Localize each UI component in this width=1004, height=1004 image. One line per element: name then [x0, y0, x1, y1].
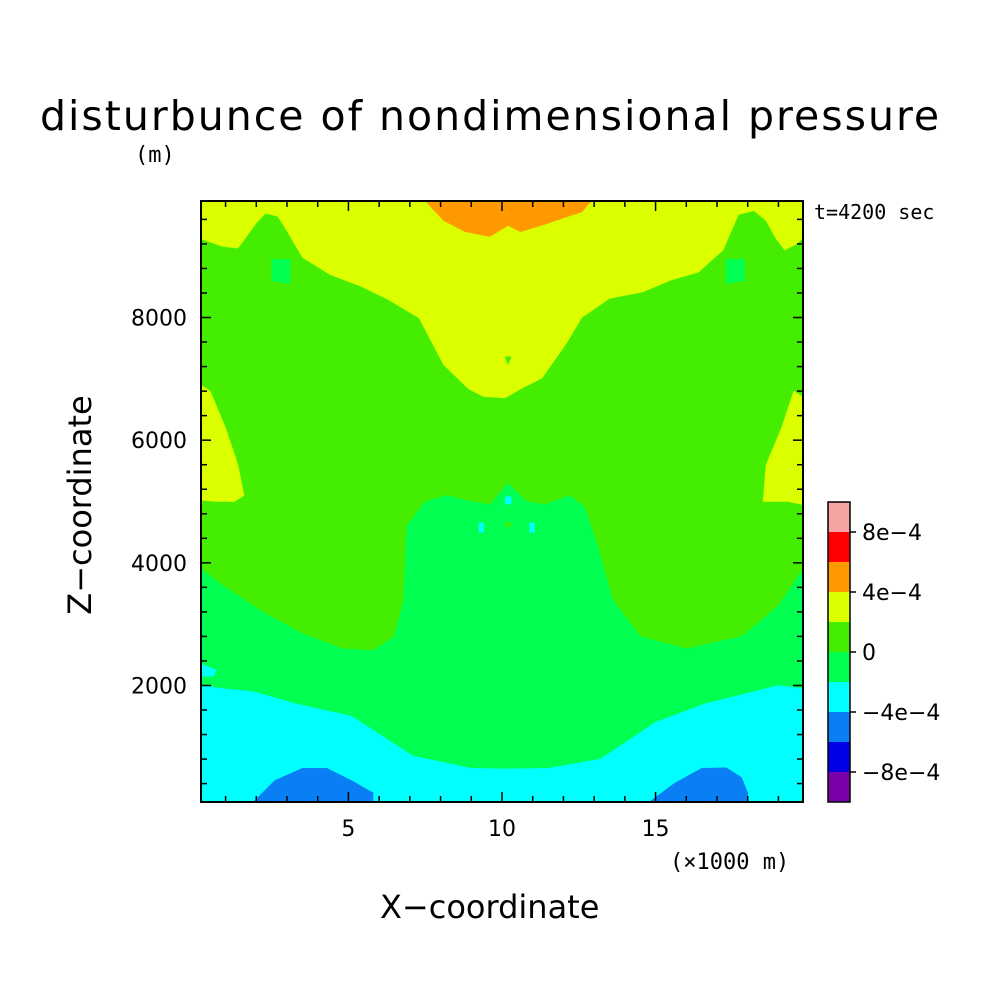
colorbar-label: 0 [862, 641, 876, 666]
time-label: t=4200 sec [814, 200, 935, 224]
contour-region-9 [201, 663, 217, 677]
y-tick-label: 8000 [131, 307, 187, 332]
colorbar-label: −4e−4 [862, 701, 940, 726]
y-tick-label: 2000 [131, 674, 187, 699]
x-axis-label: X−coordinate [380, 888, 600, 926]
x-tick-label: 15 [642, 817, 670, 842]
contour-region-7 [725, 259, 745, 285]
x-unit-label: (×1000 m) [670, 850, 790, 875]
colorbar-swatch [828, 772, 850, 802]
units-label: (m) [135, 143, 175, 168]
colorbar: −8e−4 −4e−4 0 4e−4 8e−4 [827, 501, 940, 803]
contour-region-3 [762, 390, 803, 505]
contour-region-13 [478, 522, 484, 533]
colorbar-swatch [828, 742, 850, 772]
colorbar-label: 4e−4 [862, 581, 922, 606]
chart-title: disturbunce of nondimensional pressure [40, 92, 942, 140]
colorbar-swatch [828, 502, 850, 532]
contour-region-6 [271, 259, 291, 285]
axis-ticks: 5 10 15 2000 4000 6000 8000 [131, 201, 803, 842]
contour-region-14 [529, 522, 535, 533]
x-tick-label: 10 [488, 817, 516, 842]
contour-region-16 [504, 356, 512, 366]
colorbar-swatch [828, 652, 850, 682]
colorbar-swatch [828, 532, 850, 562]
contour-region-10 [252, 768, 374, 802]
contour-fill-layer [201, 201, 803, 802]
y-tick-label: 4000 [131, 552, 187, 577]
colorbar-swatch [828, 592, 850, 622]
colorbar-swatch [828, 562, 850, 592]
colorbar-swatch [828, 712, 850, 742]
colorbar-label: −8e−4 [862, 761, 940, 786]
contour-region-8 [201, 685, 803, 802]
colorbar-swatch [828, 682, 850, 712]
contour-region-4 [424, 201, 592, 237]
colorbar-swatch [828, 622, 850, 652]
contour-region-12 [504, 496, 512, 505]
y-tick-label: 6000 [131, 429, 187, 454]
contour-region-2 [201, 384, 245, 502]
x-tick-label: 5 [341, 817, 355, 842]
colorbar-label: 8e−4 [862, 521, 922, 546]
contour-region-1 [201, 201, 803, 399]
y-axis-label: Z−coordinate [61, 395, 99, 615]
contour-region-15 [504, 522, 512, 531]
